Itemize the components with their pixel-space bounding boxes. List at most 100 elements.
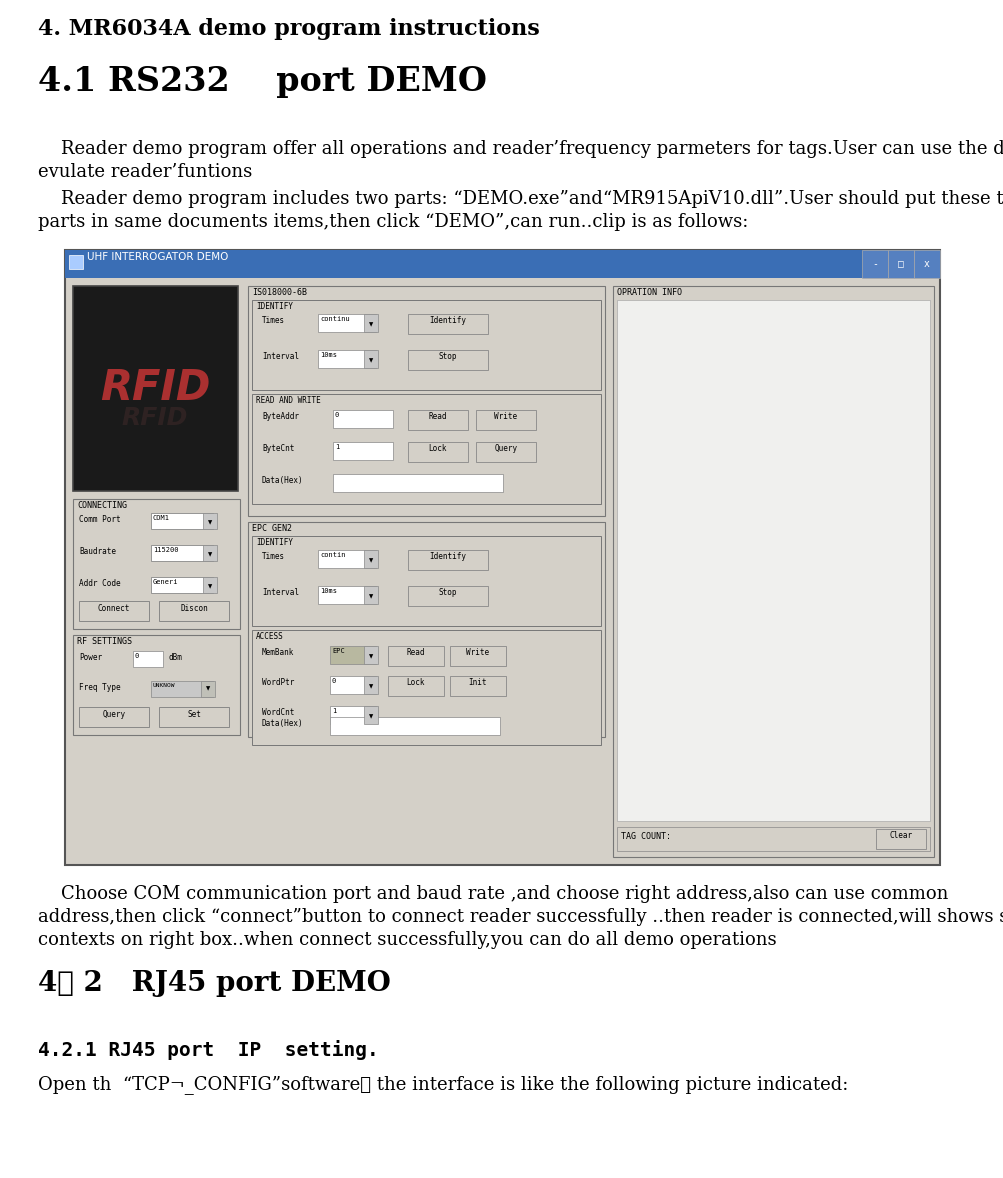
Text: ▼: ▼ [368, 655, 373, 660]
Text: Data(Hex): Data(Hex) [262, 719, 303, 728]
Bar [73, 286, 238, 491]
Bar [333, 474, 503, 492]
Text: ByteAddr: ByteAddr [262, 412, 299, 421]
Text: ▼: ▼ [208, 584, 212, 589]
Text: WordCnt: WordCnt [262, 708, 294, 717]
Bar [318, 350, 376, 368]
Text: 0: 0 [332, 679, 336, 684]
Text: TAG COUNT:: TAG COUNT: [621, 832, 670, 841]
Bar [407, 442, 467, 462]
Text: Comm Port: Comm Port [79, 515, 120, 524]
Bar [73, 635, 240, 735]
Bar [475, 442, 536, 462]
Bar [364, 585, 377, 604]
Text: -: - [872, 259, 877, 269]
Text: IDENTIFY: IDENTIFY [256, 538, 293, 547]
Bar [364, 706, 377, 724]
Bar [69, 254, 83, 269]
Text: contexts on right box..when connect successfully,you can do all demo operations: contexts on right box..when connect succ… [38, 931, 776, 949]
Bar [158, 601, 229, 621]
Bar [201, 681, 215, 697]
Bar [387, 646, 443, 666]
Text: ▼: ▼ [206, 687, 210, 691]
Text: UHF INTERROGATOR DEMO: UHF INTERROGATOR DEMO [87, 252, 228, 262]
Text: RFID: RFID [121, 406, 188, 430]
Text: Lock: Lock [406, 679, 425, 687]
Text: CONNECTING: CONNECTING [77, 501, 126, 510]
Text: Identify: Identify [429, 316, 466, 325]
Bar [252, 393, 601, 504]
Bar [150, 577, 213, 593]
Bar [330, 706, 376, 724]
Bar [387, 676, 443, 696]
Bar [65, 250, 939, 865]
Text: IDENTIFY: IDENTIFY [256, 302, 293, 311]
Text: Interval: Interval [262, 352, 299, 360]
Bar [318, 315, 376, 332]
Text: EPC GEN2: EPC GEN2 [252, 524, 292, 532]
Bar [330, 717, 499, 735]
Text: ▼: ▼ [368, 358, 373, 364]
Bar [333, 442, 392, 459]
Bar [150, 545, 213, 561]
Bar [617, 827, 929, 851]
Text: ▼: ▼ [208, 521, 212, 525]
Text: 10ms: 10ms [320, 352, 337, 358]
Text: 1: 1 [332, 708, 336, 714]
Text: IS018000-6B: IS018000-6B [252, 287, 307, 297]
Text: ACCESS: ACCESS [256, 633, 284, 641]
Text: continu: continu [320, 316, 349, 322]
Text: Power: Power [79, 653, 102, 662]
Bar [364, 676, 377, 694]
Bar [203, 577, 217, 593]
Bar [364, 550, 377, 568]
Text: Reader demo program includes two parts: “DEMO.exe”and“MR915ApiV10.dll”.User shou: Reader demo program includes two parts: … [38, 190, 1003, 209]
Text: Write: Write [466, 648, 489, 657]
Text: Read: Read [428, 412, 446, 421]
Bar [73, 499, 240, 629]
Bar [318, 550, 376, 568]
Text: RFID: RFID [99, 368, 210, 409]
Text: Data(Hex): Data(Hex) [262, 476, 303, 485]
Text: 4.1 RS232    port DEMO: 4.1 RS232 port DEMO [38, 65, 486, 98]
Text: Interval: Interval [262, 588, 299, 597]
Bar [364, 350, 377, 368]
Bar [132, 651, 162, 667]
Text: dBm: dBm [169, 653, 183, 662]
Bar [449, 646, 506, 666]
Bar [407, 410, 467, 430]
Text: Choose COM communication port and baud rate ,and choose right address,also can u: Choose COM communication port and baud r… [38, 885, 948, 904]
Text: Read: Read [406, 648, 425, 657]
Text: RF SETTINGS: RF SETTINGS [77, 637, 131, 646]
Bar [449, 676, 506, 696]
Text: EPC: EPC [332, 648, 344, 654]
Text: READ AND WRITE: READ AND WRITE [256, 396, 320, 405]
Bar [79, 707, 148, 727]
Bar [407, 585, 487, 605]
Text: Reader demo program offer all operations and reader’frequency parmeters for tags: Reader demo program offer all operations… [38, 140, 1003, 158]
Bar [150, 512, 213, 529]
Text: Open th  “TCP¬_CONFIG”software， the interface is like the following picture indi: Open th “TCP¬_CONFIG”software， the inter… [38, 1076, 848, 1094]
Bar [318, 585, 376, 604]
Text: 4.2.1 RJ45 port  IP  setting.: 4.2.1 RJ45 port IP setting. [38, 1040, 378, 1060]
Bar [364, 315, 377, 332]
Bar [887, 250, 913, 278]
Text: Identify: Identify [429, 552, 466, 561]
Text: contin: contin [320, 552, 345, 558]
Text: Init: Init [468, 679, 486, 687]
Text: Set: Set [187, 710, 201, 719]
Text: x: x [923, 259, 929, 269]
Text: Freq Type: Freq Type [79, 683, 120, 691]
Text: UNKNOW: UNKNOW [152, 683, 176, 688]
Bar [407, 315, 487, 335]
Text: parts in same documents items,then click “DEMO”,can run..clip is as follows:: parts in same documents items,then click… [38, 213, 747, 231]
Text: ▼: ▼ [208, 552, 212, 557]
Bar [150, 681, 213, 697]
Bar [330, 676, 376, 694]
Bar [862, 250, 887, 278]
Text: 4. MR6034A demo program instructions: 4. MR6034A demo program instructions [38, 18, 540, 40]
Bar [203, 512, 217, 529]
Bar [617, 300, 929, 821]
Bar [252, 536, 601, 626]
Text: Query: Query [102, 710, 125, 719]
